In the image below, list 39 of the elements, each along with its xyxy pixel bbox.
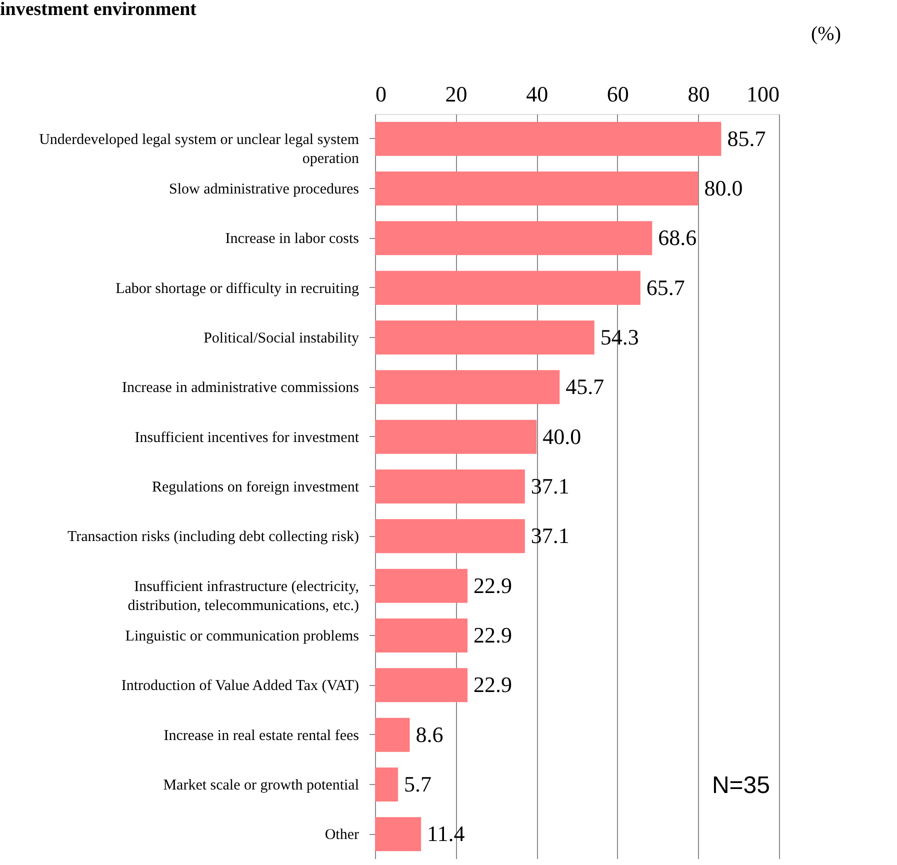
y-tick-label: Other <box>324 827 359 844</box>
x-tick-label: 40 <box>526 82 548 106</box>
y-tick-label: Regulations on foreign investment <box>152 480 360 496</box>
data-label: 54.3 <box>600 324 639 350</box>
x-tick-label: 60 <box>606 82 629 106</box>
data-label: 8.6 <box>416 722 444 747</box>
data-label: 5.7 <box>404 772 432 796</box>
x-tick-label: 80 <box>688 82 710 106</box>
data-label: 40.0 <box>542 424 582 449</box>
y-tick-label: Underdeveloped legal system or unclear legal system operation <box>39 132 360 167</box>
data-label: 80.0 <box>704 176 743 200</box>
y-tick-label: Increase in real estate rental fees <box>164 728 360 744</box>
y-tick-label: Increase in labor costs <box>225 231 360 248</box>
y-tick-label: Market scale or growth potential <box>163 778 359 794</box>
x-tick-label: 20 <box>445 82 468 106</box>
data-label: 37.1 <box>530 474 570 498</box>
data-label: 65.7 <box>646 274 685 300</box>
data-label: 85.7 <box>727 126 766 151</box>
y-tick-label: Insufficient incentives for investment <box>134 430 360 446</box>
y-tick-label: Slow administrative procedures <box>169 182 360 198</box>
y-tick-label: Labor shortage or difficulty in recruiting <box>116 280 360 297</box>
data-label: 11.4 <box>427 821 465 846</box>
data-label: 22.9 <box>474 622 512 648</box>
data-label: 45.7 <box>566 374 604 400</box>
x-tick-label: 100 <box>746 82 780 106</box>
data-label: 68.6 <box>658 225 697 250</box>
data-label: 22.9 <box>474 672 512 698</box>
x-tick-label: 0 <box>376 82 386 106</box>
x-axis-title: (%) <box>811 23 841 45</box>
y-tick-label: Introduction of Value Added Tax (VAT) <box>121 678 359 694</box>
y-tick-label: Insufficient infrastructure (electricity, distribution, telecommunications, etc.) <box>128 578 359 614</box>
y-tick-label: Increase in administrative commissions <box>122 380 360 396</box>
text: investment environment <box>0 0 198 20</box>
data-label: 37.1 <box>530 523 570 548</box>
y-tick-label: Linguistic or communication problems <box>125 628 360 644</box>
annotation: N=35 <box>712 772 770 799</box>
y-tick-label: Political/Social instability <box>204 330 360 346</box>
data-label: 22.9 <box>474 572 512 598</box>
y-tick-label: Transaction risks (including debt collecting risk) <box>68 529 359 546</box>
